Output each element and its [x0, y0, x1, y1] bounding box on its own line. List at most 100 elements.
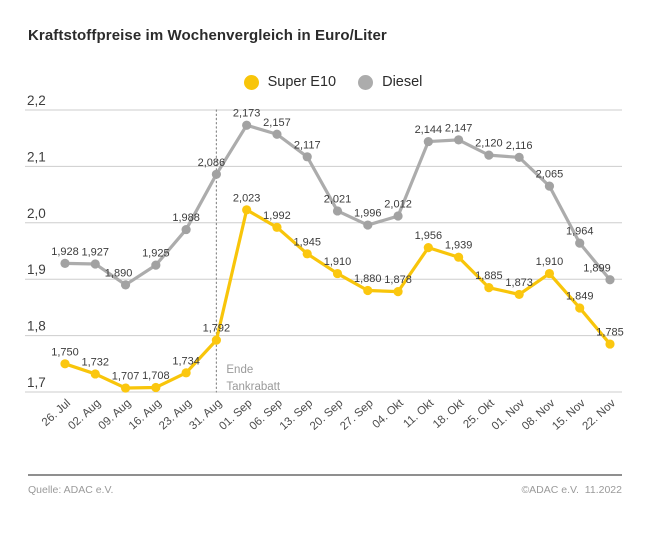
data-point-super-e10: [363, 285, 373, 296]
x-axis-tick-label: 23. Aug: [157, 397, 194, 432]
data-point-diesel: [181, 224, 191, 235]
data-label-diesel: 1,928: [51, 246, 79, 258]
data-point-diesel: [332, 206, 343, 216]
legend-item-super-e10: Super E10: [243, 74, 337, 90]
data-label-diesel: 1,964: [566, 226, 594, 238]
legend: Super E10 Diesel: [0, 74, 650, 90]
data-label-diesel: 1,890: [105, 267, 133, 279]
legend-label-diesel: Diesel: [382, 74, 423, 90]
data-point-super-e10: [454, 252, 464, 262]
y-axis-tick-label: 1,8: [27, 319, 46, 334]
data-label-diesel: 2,120: [475, 138, 503, 150]
data-point-diesel: [454, 135, 464, 145]
data-label-super-e10: 1,945: [293, 236, 321, 248]
data-label-super-e10: 1,708: [142, 370, 170, 382]
data-point-super-e10: [242, 205, 252, 215]
x-axis-tick-label: 08. Nov: [520, 397, 558, 433]
data-label-diesel: 1,925: [142, 248, 170, 260]
data-label-super-e10: 1,785: [596, 327, 624, 339]
data-label-super-e10: 1,956: [415, 230, 443, 242]
data-label-diesel: 2,116: [506, 140, 533, 152]
data-point-super-e10: [605, 339, 615, 349]
x-axis-tick-label: 04. Okt: [370, 397, 406, 431]
data-point-super-e10: [484, 283, 494, 293]
series-line-super-e10: [63, 208, 612, 390]
data-point-diesel: [363, 220, 373, 230]
data-point-diesel: [575, 238, 585, 248]
x-axis-tick-label: 01. Nov: [490, 397, 528, 433]
data-point-diesel: [544, 181, 555, 191]
data-point-diesel: [211, 169, 221, 179]
data-label-super-e10: 1,792: [203, 323, 231, 335]
data-label-super-e10: 1,939: [445, 240, 473, 252]
data-point-diesel: [514, 152, 524, 162]
x-axis-tick-label: 22. Nov: [581, 397, 619, 433]
data-label-diesel: 2,086: [198, 157, 226, 169]
data-point-super-e10: [302, 249, 312, 259]
data-label-super-e10: 1,707: [112, 371, 140, 383]
annotation-text: Ende: [226, 364, 253, 376]
data-point-diesel: [605, 275, 615, 285]
data-point-super-e10: [332, 268, 343, 279]
data-point-super-e10: [151, 382, 161, 393]
data-label-diesel: 2,173: [233, 108, 261, 120]
data-label-diesel: 2,021: [324, 193, 352, 205]
data-label-super-e10: 1,732: [82, 356, 110, 368]
diesel-dot-icon: [358, 74, 374, 90]
data-label-diesel: 1,899: [583, 262, 611, 274]
footer-divider: [28, 474, 622, 476]
data-point-super-e10: [120, 383, 131, 393]
data-point-super-e10: [211, 335, 221, 345]
data-label-diesel: 2,147: [445, 122, 473, 134]
data-point-super-e10: [423, 243, 433, 253]
data-point-super-e10: [90, 369, 100, 379]
data-label-super-e10: 1,873: [505, 277, 533, 289]
data-point-diesel: [60, 258, 70, 269]
y-axis-tick-label: 2,2: [27, 93, 46, 108]
data-point-diesel: [393, 211, 403, 221]
data-label-super-e10: 1,885: [475, 270, 503, 282]
data-label-diesel: 1,996: [354, 208, 382, 220]
data-label-super-e10: 1,750: [51, 346, 79, 358]
data-point-diesel: [120, 280, 131, 290]
super-e10-dot-icon: [243, 74, 259, 90]
data-point-super-e10: [272, 222, 282, 232]
data-point-diesel: [90, 259, 100, 269]
data-point-super-e10: [181, 368, 191, 378]
page-title: Kraftstoffpreise im Wochenvergleich in E…: [28, 27, 387, 44]
data-label-diesel: 2,144: [415, 124, 443, 136]
x-axis-tick-label: 18. Okt: [431, 397, 467, 431]
annotation-text: Tankrabatt: [226, 381, 281, 393]
data-label-super-e10: 1,878: [384, 274, 412, 286]
data-label-super-e10: 1,910: [536, 256, 564, 268]
data-point-diesel: [423, 136, 433, 147]
data-label-diesel: 2,117: [294, 139, 321, 151]
data-point-super-e10: [575, 303, 585, 313]
x-axis-tick-label: 15. Nov: [550, 397, 588, 433]
data-label-diesel: 2,012: [384, 199, 412, 211]
data-point-super-e10: [514, 289, 524, 300]
source-text: Quelle: ADAC e.V.: [28, 484, 114, 496]
data-point-super-e10: [60, 359, 70, 369]
data-label-super-e10: 2,023: [233, 192, 261, 204]
data-point-diesel: [302, 152, 312, 162]
data-label-super-e10: 1,880: [354, 273, 382, 285]
data-point-diesel: [272, 129, 282, 139]
x-axis-tick-label: 01. Sep: [217, 397, 254, 432]
legend-item-diesel: Diesel: [358, 74, 422, 90]
data-point-diesel: [484, 150, 494, 160]
copyright-text: ©ADAC e.V. 11.2022: [521, 484, 622, 496]
data-label-super-e10: 1,910: [324, 256, 352, 268]
y-axis-tick-label: 2,1: [27, 149, 46, 164]
x-axis-tick-label: 20. Sep: [308, 397, 345, 432]
x-axis-tick-label: 02. Aug: [66, 397, 103, 432]
data-point-super-e10: [544, 268, 555, 279]
data-point-diesel: [151, 260, 161, 270]
data-label-super-e10: 1,849: [566, 290, 594, 302]
data-label-diesel: 1,927: [82, 246, 110, 258]
data-point-super-e10: [393, 287, 403, 297]
data-label-super-e10: 1,992: [263, 210, 291, 222]
x-axis-tick-label: 09. Aug: [97, 397, 134, 432]
legend-label-super-e10: Super E10: [267, 74, 337, 90]
